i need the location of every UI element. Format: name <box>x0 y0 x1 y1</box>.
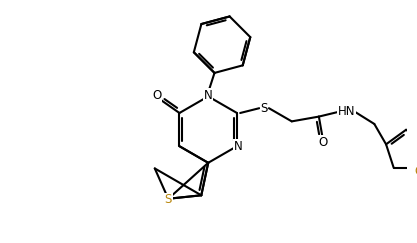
Text: S: S <box>260 102 268 115</box>
Text: N: N <box>234 140 243 153</box>
Text: O: O <box>152 89 161 102</box>
Text: O: O <box>318 136 327 149</box>
Text: S: S <box>165 193 172 207</box>
Text: O: O <box>414 165 417 178</box>
Text: N: N <box>204 89 213 102</box>
Text: HN: HN <box>338 104 356 118</box>
